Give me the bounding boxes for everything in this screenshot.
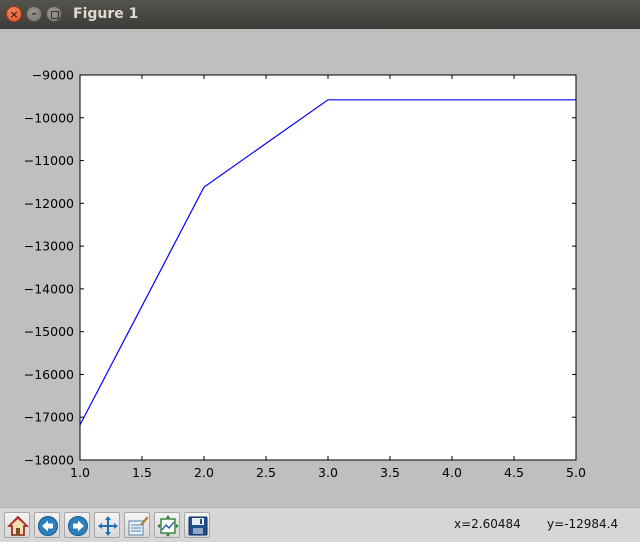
y-tick-label: −12000 bbox=[24, 196, 74, 211]
y-tick-label: −17000 bbox=[24, 410, 74, 425]
y-tick-label: −14000 bbox=[24, 281, 74, 296]
edit-axes-icon bbox=[128, 516, 149, 536]
window-maximize-button[interactable] bbox=[46, 6, 62, 22]
cursor-x-readout: x=2.60484 bbox=[454, 517, 521, 531]
back-button[interactable] bbox=[34, 512, 60, 538]
x-tick-label: 4.0 bbox=[442, 465, 462, 480]
y-tick-label: −13000 bbox=[24, 239, 74, 254]
y-tick-label: −11000 bbox=[24, 153, 74, 168]
x-tick-label: 3.5 bbox=[380, 465, 400, 480]
plot-area[interactable] bbox=[80, 75, 576, 460]
x-tick-label: 1.0 bbox=[70, 465, 90, 480]
y-tick-label: −10000 bbox=[24, 110, 74, 125]
window-close-button[interactable]: × bbox=[6, 6, 22, 22]
figure-canvas[interactable]: 1.0 1.5 2.0 2.5 3.0 3.5 4.0 4.5 5.0 −9000 −10000 −1… bbox=[0, 29, 640, 507]
cursor-y-readout: y=-12984.4 bbox=[547, 517, 619, 531]
home-button[interactable] bbox=[4, 512, 30, 538]
y-tick-label: −16000 bbox=[24, 367, 74, 382]
configure-subplots-button[interactable] bbox=[154, 512, 180, 538]
x-tick-label: 5.0 bbox=[566, 465, 586, 480]
navigation-toolbar: x=2.60484 y=-12984.4 bbox=[0, 507, 640, 542]
save-icon bbox=[188, 516, 208, 536]
back-arrow-icon bbox=[38, 516, 58, 536]
save-button[interactable] bbox=[184, 512, 210, 538]
forward-button[interactable] bbox=[64, 512, 90, 538]
x-tick-label: 4.5 bbox=[504, 465, 524, 480]
window-titlebar[interactable]: × – Figure 1 bbox=[0, 0, 640, 29]
x-tick-label: 2.5 bbox=[256, 465, 276, 480]
y-tick-label: −9000 bbox=[32, 68, 74, 83]
line-chart[interactable]: 1.0 1.5 2.0 2.5 3.0 3.5 4.0 4.5 5.0 −9000 −10000 −1… bbox=[0, 29, 640, 507]
y-tick-label: −18000 bbox=[24, 453, 74, 468]
x-tick-label: 1.5 bbox=[132, 465, 152, 480]
pan-icon bbox=[98, 516, 118, 536]
edit-axes-button[interactable] bbox=[124, 512, 150, 538]
x-tick-label: 2.0 bbox=[194, 465, 214, 480]
window-title: Figure 1 bbox=[73, 6, 139, 22]
window-minimize-button[interactable]: – bbox=[26, 6, 42, 22]
home-icon bbox=[7, 515, 29, 536]
pan-button[interactable] bbox=[94, 512, 120, 538]
y-tick-label: −15000 bbox=[24, 324, 74, 339]
x-tick-label: 3.0 bbox=[318, 465, 338, 480]
series-line-0 bbox=[79, 99, 576, 426]
forward-arrow-icon bbox=[68, 516, 88, 536]
configure-subplots-icon bbox=[157, 515, 179, 537]
axes-frame bbox=[79, 74, 577, 461]
